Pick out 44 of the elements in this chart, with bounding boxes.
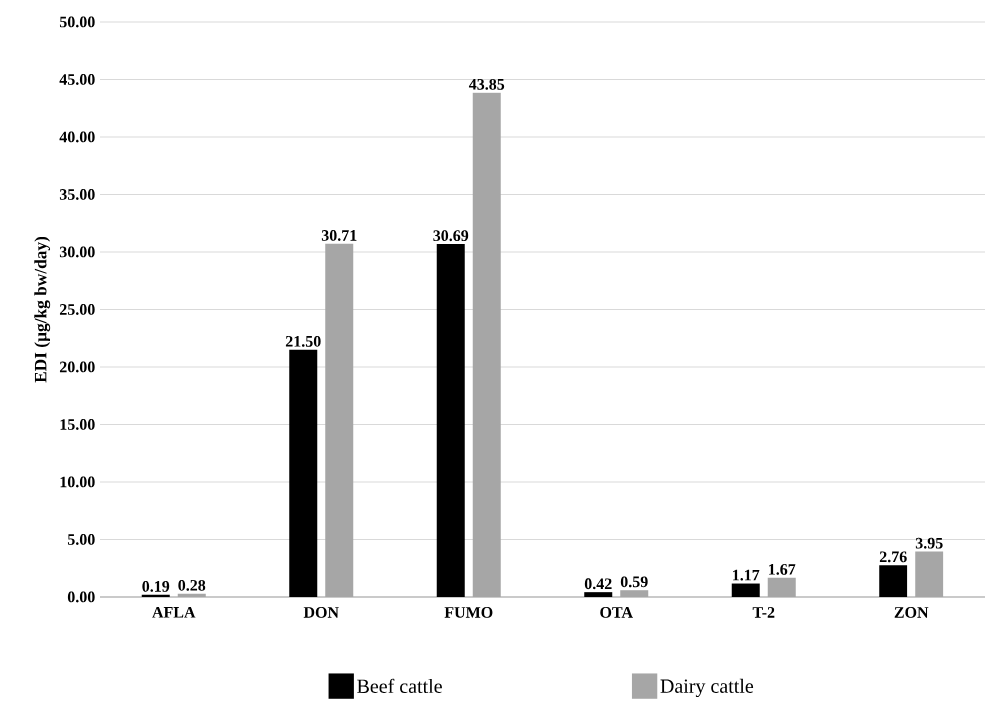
y-tick-label: 0.00 [67, 591, 95, 603]
bar [767, 577, 796, 597]
data-label: 0.19 [142, 581, 170, 592]
legend-label: Dairy cattle [660, 678, 754, 698]
x-tick-label: DON [303, 607, 339, 618]
y-tick-label: 45.00 [59, 74, 95, 85]
bar [584, 592, 613, 597]
data-label: 1.17 [733, 569, 760, 581]
x-tick-label: OTA [600, 607, 633, 618]
bar [325, 243, 354, 597]
bar [141, 594, 170, 597]
legend-label: Beef cattle [357, 678, 442, 694]
data-label: 3.95 [915, 537, 943, 549]
x-tick-label: T-2 [752, 607, 775, 618]
data-label: 30.69 [433, 230, 469, 242]
data-label: 0.28 [178, 579, 206, 591]
y-tick-label: 40.00 [59, 131, 95, 143]
y-tick-label: 25.00 [59, 304, 95, 315]
y-tick-label: 5.00 [67, 534, 95, 545]
data-label: 43.85 [468, 78, 505, 90]
y-tick-label: 30.00 [59, 246, 95, 258]
data-label: 0.42 [584, 578, 612, 590]
data-label: 2.76 [879, 551, 907, 563]
y-tick-label: 35.00 [59, 189, 95, 200]
bar [915, 551, 944, 597]
x-tick-label: ZON [894, 607, 929, 618]
data-label: 30.71 [321, 230, 357, 241]
bar [177, 593, 206, 597]
x-tick-label: AFLA [152, 607, 196, 618]
y-tick-label: 20.00 [59, 361, 95, 373]
bar [620, 590, 649, 597]
y-tick-label: 10.00 [60, 476, 95, 488]
data-label: 0.59 [620, 576, 648, 588]
bar [731, 583, 760, 597]
data-label: 1.67 [769, 564, 796, 575]
bar [879, 565, 908, 597]
bar [472, 92, 501, 597]
y-tick-label: 50.00 [59, 16, 95, 28]
bar [436, 244, 465, 597]
x-tick-label: FUMO [444, 607, 493, 618]
bar [289, 349, 318, 597]
y-axis-title: EDI (µg/kg bw/day) [34, 236, 51, 383]
y-tick-label: 15.00 [60, 419, 95, 430]
data-label: 21.50 [285, 335, 321, 347]
